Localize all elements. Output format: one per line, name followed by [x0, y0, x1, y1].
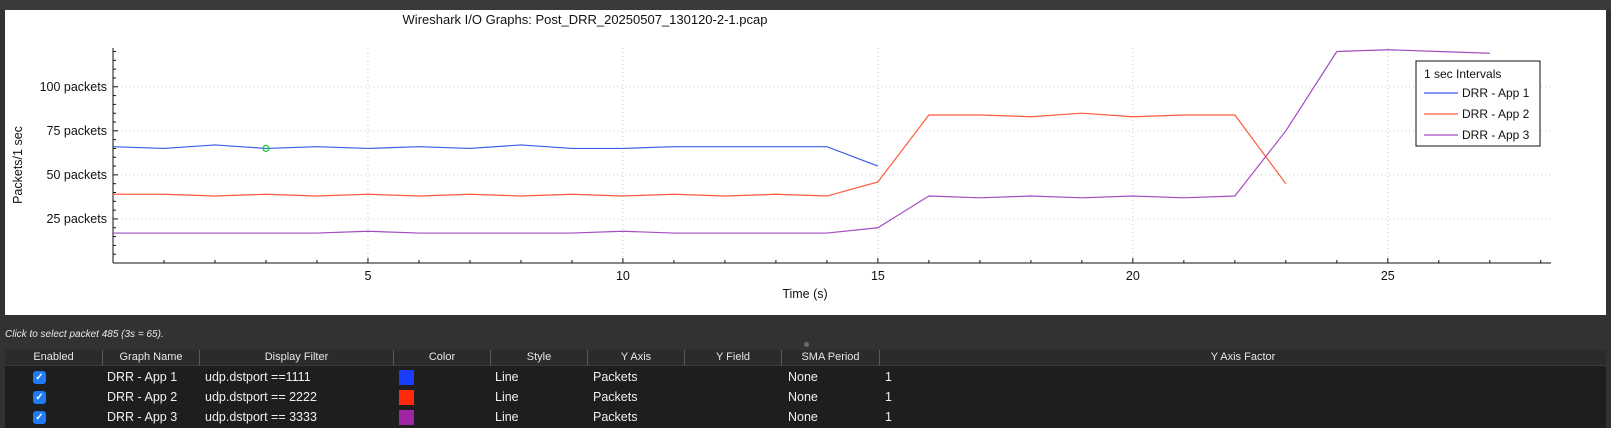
series-line-app-1[interactable] [112, 144, 879, 167]
display-filter-cell[interactable]: udp.dstport == 2222 [205, 390, 317, 404]
graph-name-cell[interactable]: DRR - App 1 [107, 370, 178, 384]
table-row[interactable]: ✓ DRR - App 1 udp.dstport ==1111 Line Pa… [5, 367, 1606, 387]
column-header-display-filter[interactable]: Display Filter [200, 350, 394, 365]
legend-title: 1 sec Intervals [1424, 67, 1501, 81]
column-header-y-axis[interactable]: Y Axis [588, 350, 685, 365]
column-header-sma-period[interactable]: SMA Period [782, 350, 880, 365]
y-tick-label: 50 packets [47, 168, 107, 182]
color-swatch[interactable] [399, 370, 414, 385]
display-filter-cell[interactable]: udp.dstport ==1111 [205, 370, 311, 384]
y-axis-cell[interactable]: Packets [593, 370, 638, 384]
y-axis-factor-cell[interactable]: 1 [885, 410, 892, 424]
column-header-style[interactable]: Style [491, 350, 588, 365]
y-axis-factor-cell[interactable]: 1 [885, 370, 892, 384]
graph-name-cell[interactable]: DRR - App 3 [107, 410, 178, 424]
graph-name-cell[interactable]: DRR - App 2 [107, 390, 178, 404]
legend[interactable]: 1 sec Intervals DRR - App 1 DRR - App 2 DR… [1415, 60, 1541, 147]
style-cell[interactable]: Line [495, 410, 519, 424]
window-top-bar [0, 0, 1611, 10]
table-row[interactable]: ✓ DRR - App 3 udp.dstport == 3333 Line P… [5, 407, 1606, 427]
graph-title: Wireshark I/O Graphs: Post_DRR_20250507_… [403, 12, 768, 27]
enabled-checkbox[interactable]: ✓ [33, 371, 46, 384]
y-axis-cell[interactable]: Packets [593, 410, 638, 424]
table-row[interactable]: ✓ DRR - App 2 udp.dstport == 2222 Line P… [5, 387, 1606, 407]
sma-period-cell[interactable]: None [788, 390, 818, 404]
style-cell[interactable]: Line [495, 390, 519, 404]
io-graph-panel[interactable]: Wireshark I/O Graphs: Post_DRR_20250507_… [5, 10, 1606, 315]
splitter-handle[interactable] [804, 342, 809, 347]
io-graph-chart[interactable]: Wireshark I/O Graphs: Post_DRR_20250507_… [5, 10, 1606, 315]
column-header-graph-name[interactable]: Graph Name [103, 350, 200, 365]
x-tick-label: 20 [1126, 269, 1140, 283]
column-header-enabled[interactable]: Enabled [5, 350, 103, 365]
selected-point-marker[interactable] [262, 144, 270, 153]
y-tick-label: 100 packets [40, 80, 107, 94]
y-tick-label: 25 packets [47, 212, 107, 226]
legend-entry-label: DRR - App 1 [1462, 86, 1530, 100]
x-tick-label: 25 [1381, 269, 1395, 283]
x-tick-label: 15 [871, 269, 885, 283]
column-header-color[interactable]: Color [394, 350, 491, 365]
legend-entry-label: DRR - App 2 [1462, 107, 1530, 121]
enabled-checkbox[interactable]: ✓ [33, 411, 46, 424]
series-line-app-2[interactable] [113, 112, 1287, 197]
style-cell[interactable]: Line [495, 370, 519, 384]
y-axis-factor-cell[interactable]: 1 [885, 390, 892, 404]
legend-entry-label: DRR - App 3 [1462, 128, 1530, 142]
sma-period-cell[interactable]: None [788, 410, 818, 424]
color-swatch[interactable] [399, 390, 414, 405]
sma-period-cell[interactable]: None [788, 370, 818, 384]
column-header-y-axis-factor[interactable]: Y Axis Factor [1210, 351, 1276, 363]
y-axis-cell[interactable]: Packets [593, 390, 638, 404]
status-message: Click to select packet 485 (3s = 65). [5, 329, 164, 340]
graph-settings-table[interactable]: Enabled Graph Name Display Filter Color … [5, 350, 1606, 428]
display-filter-cell[interactable]: udp.dstport == 3333 [205, 410, 317, 424]
series-line-app-3[interactable] [113, 49, 1490, 234]
y-axis-label: Packets/1 sec [11, 126, 25, 204]
column-header-y-field[interactable]: Y Field [685, 350, 782, 365]
x-axis-label: Time (s) [782, 287, 827, 301]
color-swatch[interactable] [399, 410, 414, 425]
table-header: Enabled Graph Name Display Filter Color … [5, 350, 1606, 366]
x-tick-label: 5 [364, 269, 371, 283]
x-tick-label: 10 [616, 269, 630, 283]
y-tick-label: 75 packets [47, 124, 107, 138]
enabled-checkbox[interactable]: ✓ [33, 391, 46, 404]
